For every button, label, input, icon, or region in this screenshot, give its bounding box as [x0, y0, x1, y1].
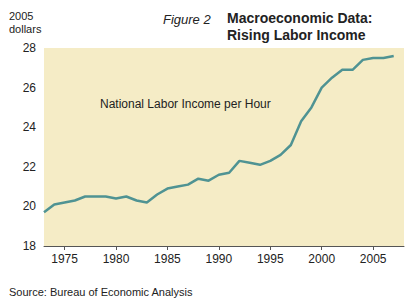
svg-text:Rising Labor Income: Rising Labor Income — [227, 27, 366, 43]
svg-text:dollars: dollars — [9, 23, 42, 35]
svg-text:Figure 2: Figure 2 — [163, 12, 211, 27]
svg-text:2005: 2005 — [9, 10, 37, 22]
svg-text:28: 28 — [23, 41, 37, 55]
svg-text:1975: 1975 — [51, 252, 78, 266]
svg-text:2005: 2005 — [360, 252, 387, 266]
svg-text:1990: 1990 — [206, 252, 233, 266]
svg-text:1995: 1995 — [257, 252, 284, 266]
svg-text:1980: 1980 — [103, 252, 130, 266]
svg-text:20: 20 — [23, 199, 37, 213]
svg-text:1985: 1985 — [154, 252, 181, 266]
svg-text:18: 18 — [23, 239, 37, 253]
svg-text:22: 22 — [23, 160, 37, 174]
svg-text:Source: Bureau of Economic Ana: Source: Bureau of Economic Analysis — [9, 286, 193, 298]
svg-text:Macroeconomic Data:: Macroeconomic Data: — [227, 10, 376, 26]
svg-text:2000: 2000 — [308, 252, 335, 266]
svg-text:26: 26 — [23, 81, 37, 95]
svg-text:National Labor Income per Hour: National Labor Income per Hour — [100, 97, 271, 111]
svg-text:24: 24 — [23, 120, 37, 134]
